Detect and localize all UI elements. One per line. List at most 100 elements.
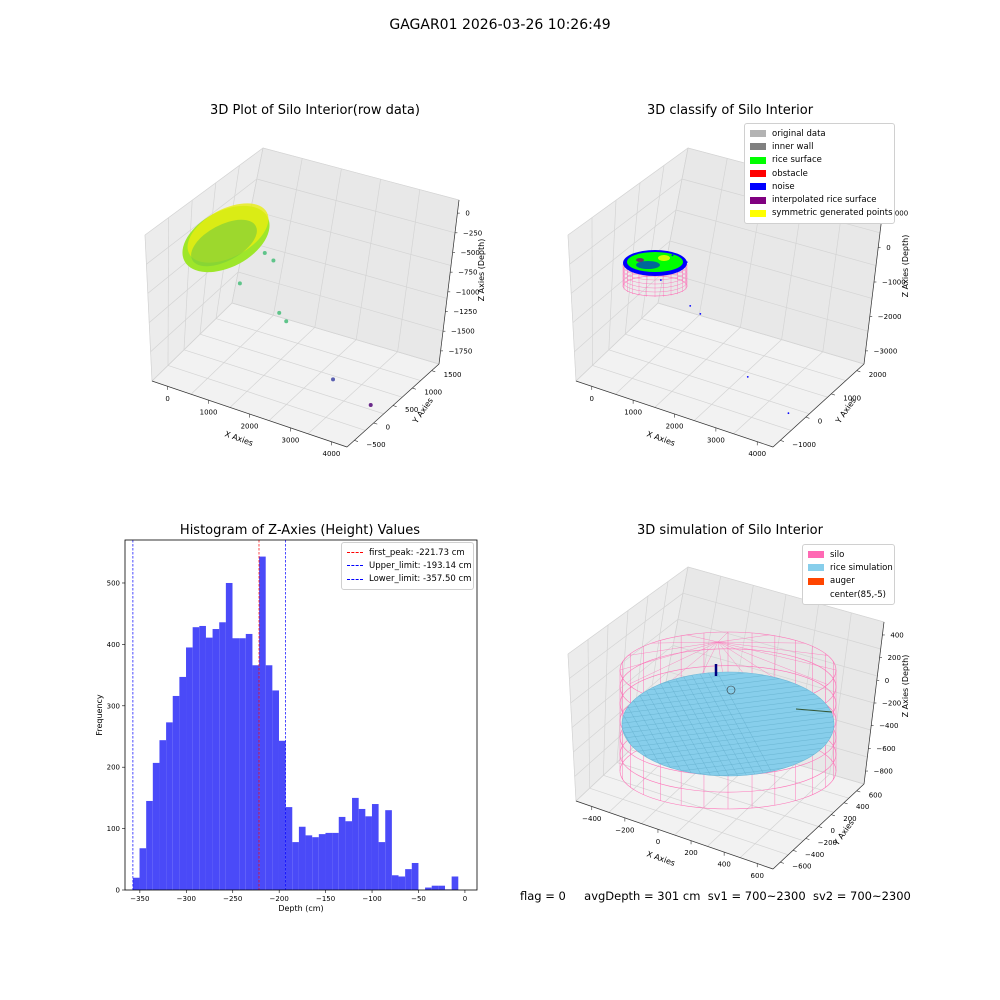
plot1-title: 3D Plot of Silo Interior(row data) [210, 103, 420, 118]
plot4-y-tick [843, 802, 848, 805]
plot1-y-tick-label: 500 [405, 406, 418, 414]
plot4-rice-mesh-line [670, 672, 732, 776]
plot4-y-tick-label: −400 [805, 851, 824, 859]
histogram-bar [272, 690, 279, 890]
plot2-legend-label: rice surface [772, 155, 822, 166]
plot1-y-tick-label: −500 [366, 441, 385, 449]
plot4-rice-mesh-line [622, 689, 834, 721]
histogram-y-tick-label: 400 [107, 641, 120, 649]
histogram-bar [352, 797, 359, 890]
plot4-legend-label: center(85,-5) [830, 589, 886, 600]
histogram-bar [152, 762, 160, 890]
plot1-grid [397, 189, 421, 352]
plot4-grid [569, 592, 684, 679]
histogram-bar [285, 807, 293, 890]
histogram-legend-item: Lower_limit: -357.50 cm [347, 573, 472, 586]
plot2-interpolated-points [636, 258, 644, 262]
plot4-silo-roof [651, 641, 719, 644]
histogram-bar [338, 816, 346, 890]
plot2-noise-point [659, 279, 662, 281]
plot2-x-tick-label: 3000 [707, 436, 725, 444]
plot1-outlier-point [271, 258, 276, 263]
plot4-x-tick-label: 600 [751, 872, 764, 880]
plot4-silo-roof [717, 641, 828, 656]
plot2-grid [657, 147, 689, 304]
plot2-z-tick-label: −1000 [882, 279, 906, 287]
plot1-grid [314, 168, 342, 328]
plot1-y-tick-label: 0 [386, 423, 390, 431]
plot4-rice-mesh-line [509, 670, 569, 780]
plot2-z-tick-label: 0 [886, 244, 890, 252]
plot2-legend-swatch [750, 209, 766, 217]
plot4-rice-mesh-line [622, 694, 834, 726]
plot4-grid [687, 566, 885, 623]
plot2-grid [625, 333, 828, 398]
plot4-y-tick [805, 838, 810, 840]
plot4-obstacle-trace [795, 708, 833, 713]
plot1-grid [231, 302, 440, 365]
plot1-y-tick [354, 440, 359, 442]
plot4-x-axis [575, 800, 774, 870]
plot2-legend-swatch [750, 196, 766, 204]
plot2-zlabel: Z Axies (Depth) [901, 235, 910, 298]
plot1-outlier-point [331, 377, 336, 382]
plot2-y-tick-label: 0 [818, 418, 822, 426]
plot2-grid [592, 365, 792, 431]
plot2-x-tick-label: 4000 [748, 450, 766, 458]
plot1-grid [199, 333, 403, 398]
plot4-legend-swatch [808, 577, 824, 585]
plot2-grid [608, 200, 617, 350]
plot1-y-tick-label: 1500 [444, 371, 462, 379]
footer-sv2: sv2 = 700~2300 [812, 889, 911, 903]
plot1-grid [238, 271, 444, 332]
plot2-grid [693, 339, 782, 421]
plot2-z-tick-label: −3000 [874, 347, 898, 355]
plot4-y-tick [831, 814, 835, 817]
histogram-bar [371, 804, 379, 890]
plot4-z-tick-label: −400 [879, 722, 898, 730]
plot4-legend-item: rice simulation [808, 561, 893, 574]
plot2-legend-item: original data [750, 127, 889, 140]
histogram-bar [159, 740, 167, 890]
plot1-outlier-point [284, 319, 289, 324]
plot2-grid [663, 271, 869, 332]
plot1-grid [355, 179, 381, 340]
figure-suptitle: GAGAR01 2026-03-26 10:26:49 [389, 17, 611, 33]
plot2-legend-swatch [750, 156, 766, 164]
plot2-grid [654, 327, 741, 408]
plot2-z-tick-label: −2000 [878, 313, 902, 321]
histogram-bar [391, 875, 399, 890]
plot1-grid [307, 351, 398, 435]
histogram-bar [298, 826, 306, 890]
plot2-legend-label: noise [772, 181, 795, 192]
plot1-z-tick-label: −750 [458, 269, 477, 277]
plot4-zlabel: Z Axies (Depth) [901, 655, 910, 718]
plot4-rice-mesh-line [622, 714, 834, 746]
plot1-z-tick-label: −1750 [449, 347, 473, 355]
histogram-bar [252, 665, 260, 890]
status-footer: flag = 0 avgDepth = 301 cm sv1 = 700~230… [520, 889, 911, 903]
plot4-legend: silo rice simulation auger center(85,-5) [802, 544, 895, 606]
plot4-legend-item: silo [808, 548, 889, 561]
histogram-bar [365, 816, 372, 890]
plot4-silo-roof [619, 641, 719, 671]
plot4-z-tick-label: 200 [888, 654, 901, 662]
plot1-outlier-point [368, 403, 373, 408]
plot1-grid [215, 318, 421, 381]
plot2-y-tick-label: 1000 [843, 394, 861, 402]
plot2-noise-point [671, 254, 674, 257]
plot4-rice-mesh-line [706, 672, 768, 776]
histogram-legend-label: Lower_limit: -357.50 cm [369, 574, 472, 585]
histogram-bar [265, 665, 273, 890]
plot1-x-tick-label: 3000 [282, 436, 300, 444]
plot4-xlabel: X Axies [645, 849, 676, 868]
histogram-legend-line [347, 578, 363, 580]
histogram-legend: first_peak: -221.73 cm Upper_limit: -193.… [341, 542, 474, 590]
histogram-bar [305, 835, 313, 890]
plot4-legend-swatch [808, 564, 824, 572]
histogram-bar [451, 876, 459, 890]
plot4-y-tick [818, 826, 823, 828]
histogram-y-tick-label: 0 [116, 887, 120, 895]
plot4-rice-mesh-line [679, 672, 741, 776]
plot2-noise-cluster [636, 261, 660, 269]
